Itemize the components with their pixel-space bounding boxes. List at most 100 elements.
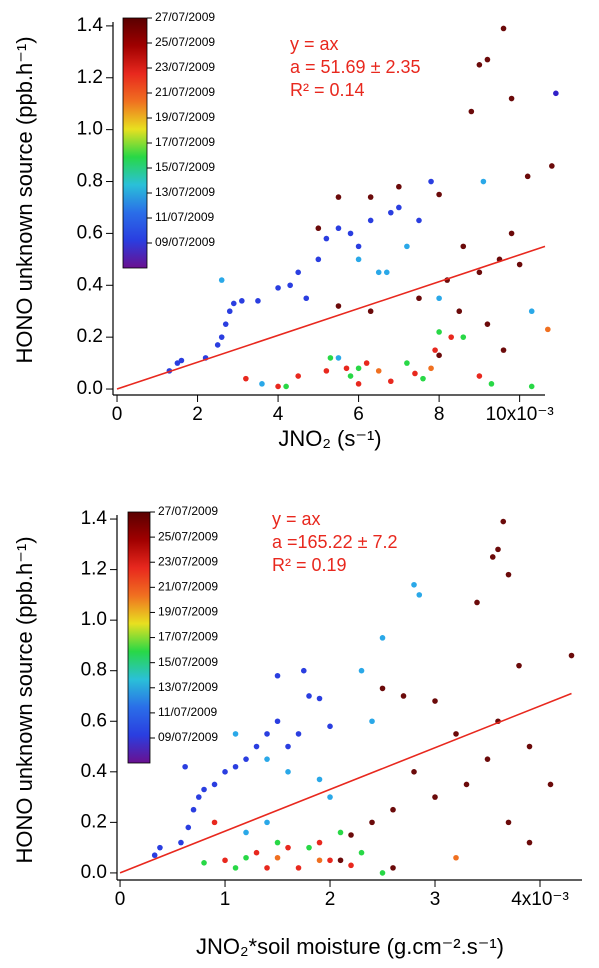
y-tick-label: 0.8 bbox=[77, 171, 103, 192]
colorbar bbox=[127, 511, 151, 764]
y-tick-label: 1.4 bbox=[81, 508, 108, 529]
point bbox=[500, 25, 507, 32]
y-tick-label: 0.0 bbox=[77, 378, 103, 399]
x-tick-label: 4 bbox=[273, 404, 284, 425]
point bbox=[528, 308, 535, 315]
point bbox=[214, 342, 221, 348]
point bbox=[453, 731, 459, 737]
point bbox=[411, 581, 417, 588]
point bbox=[463, 781, 470, 788]
point bbox=[285, 844, 291, 851]
point bbox=[388, 209, 394, 216]
point bbox=[528, 383, 535, 390]
point bbox=[316, 695, 323, 702]
point bbox=[367, 217, 374, 224]
point bbox=[316, 776, 323, 783]
y-tick-label: 1.2 bbox=[77, 67, 103, 88]
point bbox=[367, 308, 374, 315]
y-tick-label: 1.4 bbox=[77, 15, 104, 36]
point bbox=[226, 308, 233, 315]
point bbox=[468, 108, 475, 115]
point bbox=[264, 756, 270, 762]
colorbar-label: 15/07/2009 bbox=[155, 160, 215, 174]
colorbar-label: 27/07/2009 bbox=[158, 504, 218, 518]
colorbar-label: 13/07/2009 bbox=[155, 185, 215, 199]
point bbox=[327, 355, 334, 361]
point bbox=[295, 373, 302, 379]
point bbox=[400, 693, 407, 699]
point bbox=[456, 308, 463, 315]
point bbox=[379, 635, 386, 641]
point bbox=[327, 723, 333, 730]
colorbar-label: 25/07/2009 bbox=[158, 529, 218, 543]
point bbox=[306, 693, 312, 699]
point bbox=[432, 794, 438, 800]
point bbox=[460, 334, 467, 340]
y-axis-title: HONO unknown source (ppb.h⁻¹) bbox=[12, 36, 37, 363]
point bbox=[253, 849, 260, 856]
fit-line bbox=[119, 692, 572, 874]
point bbox=[484, 56, 491, 63]
point bbox=[185, 824, 192, 831]
point bbox=[337, 829, 344, 836]
point bbox=[323, 368, 330, 374]
colorbar-label: 19/07/2009 bbox=[155, 110, 215, 124]
point bbox=[335, 225, 342, 232]
point bbox=[232, 763, 239, 770]
point bbox=[295, 865, 302, 871]
point bbox=[323, 235, 330, 242]
point bbox=[524, 173, 531, 180]
colorbar-label: 23/07/2009 bbox=[155, 60, 215, 74]
point bbox=[379, 870, 386, 876]
point bbox=[316, 839, 323, 846]
point bbox=[232, 865, 239, 871]
point bbox=[474, 599, 480, 606]
point bbox=[287, 282, 293, 289]
point bbox=[178, 839, 184, 846]
x-axis-title: JNO₂ (s⁻¹) bbox=[278, 426, 381, 451]
point bbox=[264, 819, 270, 826]
point bbox=[379, 685, 386, 692]
point bbox=[411, 769, 417, 775]
point bbox=[211, 819, 218, 826]
colorbar-label: 19/07/2009 bbox=[158, 605, 218, 619]
point bbox=[436, 295, 442, 302]
colorbar-label: 09/07/2009 bbox=[158, 730, 218, 744]
point bbox=[343, 365, 350, 372]
point bbox=[367, 194, 374, 200]
annotation: R² = 0.14 bbox=[290, 80, 365, 100]
point bbox=[335, 303, 342, 309]
annotation: a =165.22 ± 7.2 bbox=[272, 532, 397, 552]
point bbox=[253, 743, 260, 750]
point bbox=[285, 743, 291, 750]
point bbox=[348, 862, 354, 869]
point bbox=[243, 375, 249, 382]
point bbox=[358, 849, 365, 856]
point bbox=[476, 373, 483, 379]
point bbox=[412, 370, 418, 377]
point bbox=[436, 191, 442, 198]
point bbox=[436, 352, 442, 359]
point bbox=[500, 347, 507, 353]
point bbox=[369, 718, 375, 725]
point bbox=[348, 832, 354, 838]
x-tick-label: 1 bbox=[220, 889, 231, 910]
colorbar-label: 23/07/2009 bbox=[158, 554, 218, 568]
point bbox=[239, 298, 245, 304]
point bbox=[264, 731, 270, 737]
point bbox=[355, 365, 362, 372]
point bbox=[508, 95, 515, 102]
point bbox=[190, 806, 197, 813]
x-tick-label: 0 bbox=[115, 889, 126, 910]
point bbox=[174, 360, 181, 366]
point bbox=[264, 865, 270, 871]
x-tick-label: 10x10⁻³ bbox=[486, 404, 554, 425]
colorbar-label: 21/07/2009 bbox=[158, 580, 218, 594]
y-tick-label: 0.6 bbox=[81, 710, 107, 731]
point bbox=[222, 321, 229, 327]
colorbar-label: 17/07/2009 bbox=[155, 135, 215, 149]
y-tick-label: 1.0 bbox=[81, 609, 107, 630]
point bbox=[526, 839, 533, 846]
point bbox=[396, 204, 402, 211]
x-tick-label: 8 bbox=[434, 404, 445, 425]
